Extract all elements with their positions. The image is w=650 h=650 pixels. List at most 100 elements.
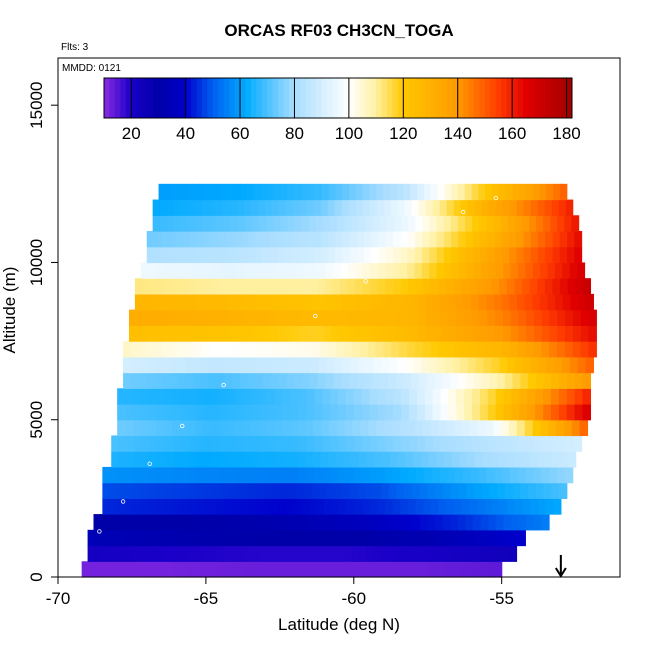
heatmap-cell	[140, 388, 150, 405]
heatmap-cell	[240, 246, 249, 264]
heatmap-cell	[279, 356, 289, 374]
flight-point	[147, 461, 152, 466]
heatmap-cell	[240, 529, 249, 547]
heatmap-cell	[284, 231, 293, 248]
heatmap-cell	[227, 388, 237, 405]
heatmap-cell	[397, 356, 406, 374]
heatmap-cell	[451, 183, 459, 201]
heatmap-cell	[272, 341, 282, 358]
heatmap-cell	[532, 183, 541, 201]
heatmap-cell	[378, 246, 387, 264]
heatmap-cell	[408, 498, 417, 515]
heatmap-cell	[123, 514, 133, 531]
heatmap-cell	[151, 561, 160, 578]
heatmap-cell	[457, 183, 466, 201]
heatmap-row	[140, 262, 586, 279]
heatmap-cell	[102, 561, 111, 578]
heatmap-cell	[138, 529, 147, 547]
heatmap-cell	[495, 199, 504, 216]
colorbar-cell	[321, 78, 328, 118]
heatmap-cell	[350, 529, 359, 547]
heatmap-cell	[330, 435, 340, 452]
heatmap-cell	[203, 404, 213, 421]
heatmap-cell	[554, 262, 563, 279]
heatmap-cell	[495, 514, 505, 531]
heatmap-cell	[580, 309, 590, 326]
heatmap-cell	[362, 309, 372, 326]
heatmap-cell	[316, 545, 325, 562]
heatmap-cell	[187, 482, 196, 499]
heatmap-cell	[289, 419, 299, 437]
heatmap-cell	[559, 231, 568, 248]
heatmap-cell	[494, 246, 503, 264]
heatmap-cell	[386, 215, 395, 232]
heatmap-cell	[518, 325, 527, 342]
heatmap-cell	[235, 451, 244, 468]
heatmap-cell	[172, 482, 181, 499]
heatmap-cell	[244, 435, 253, 452]
heatmap-cell	[268, 514, 277, 531]
heatmap-cell	[474, 199, 483, 216]
heatmap-cell	[461, 498, 470, 515]
y-tick-label: 10000	[27, 239, 46, 286]
heatmap-cell	[354, 498, 363, 515]
heatmap-cell	[335, 451, 345, 468]
heatmap-cell	[345, 404, 355, 421]
heatmap-cell	[516, 293, 526, 311]
heatmap-cell	[392, 498, 401, 515]
heatmap-cell	[588, 325, 597, 342]
heatmap-cell	[375, 561, 384, 578]
heatmap-cell	[315, 325, 325, 342]
heatmap-cell	[489, 372, 498, 389]
heatmap-cell	[344, 419, 353, 437]
heatmap-cell	[458, 231, 467, 248]
heatmap-cell	[240, 356, 250, 374]
heatmap-cell	[556, 341, 566, 358]
heatmap-cell	[266, 545, 275, 562]
heatmap-cell	[557, 215, 565, 232]
heatmap-cell	[408, 278, 417, 295]
heatmap-cell	[87, 529, 96, 547]
colorbar-cell	[109, 78, 116, 118]
heatmap-cell	[330, 388, 339, 405]
heatmap-cell	[436, 356, 446, 374]
heatmap-cell	[464, 404, 473, 421]
heatmap-cell	[582, 278, 592, 295]
heatmap-cell	[571, 419, 581, 437]
heatmap-cell	[360, 419, 369, 437]
heatmap-cell	[291, 529, 300, 547]
heatmap-cell	[456, 388, 465, 405]
heatmap-cell	[320, 199, 329, 216]
heatmap-cell	[255, 529, 264, 547]
heatmap-cell	[207, 514, 216, 531]
heatmap-cell	[417, 293, 426, 311]
heatmap-cell	[559, 246, 568, 264]
heatmap-cell	[503, 388, 513, 405]
heatmap-cell	[410, 561, 419, 578]
heatmap-cell	[378, 231, 387, 248]
heatmap-cell	[503, 435, 512, 452]
heatmap-cell	[437, 529, 446, 547]
heatmap-cell	[160, 325, 169, 342]
heatmap-cell	[368, 466, 378, 484]
heatmap-cell	[291, 435, 300, 452]
colorbar: 20 40 60 80 100 120 140 160 180	[103, 77, 581, 143]
heatmap-cell	[296, 341, 306, 358]
heatmap-cell	[330, 545, 339, 562]
colorbar-cell	[223, 78, 230, 118]
heatmap-cell	[157, 466, 166, 484]
heatmap-cell	[137, 561, 146, 578]
heatmap-cell	[415, 529, 424, 547]
heatmap-cell	[206, 309, 216, 326]
heatmap-cell	[461, 278, 470, 295]
heatmap-cell	[308, 325, 317, 342]
heatmap-cell	[223, 215, 232, 232]
heatmap-cell	[562, 262, 571, 279]
heatmap-cell	[196, 293, 205, 311]
heatmap-cell	[367, 419, 377, 437]
heatmap-cell	[266, 451, 275, 468]
heatmap-cell	[152, 215, 161, 232]
heatmap-cell	[495, 545, 503, 562]
heatmap-cell	[156, 404, 166, 421]
heatmap-cell	[469, 498, 478, 515]
